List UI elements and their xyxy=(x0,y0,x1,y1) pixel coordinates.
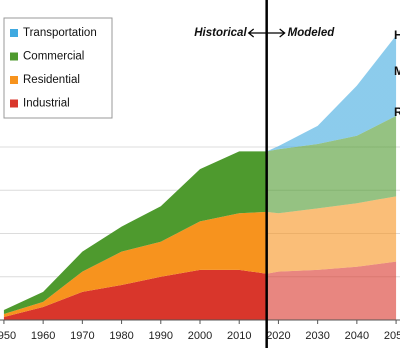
annotation: Historical xyxy=(194,27,247,39)
x-tick-label: 2020 xyxy=(266,330,290,342)
arrow xyxy=(247,28,286,38)
x-tick-label: 1990 xyxy=(149,330,173,342)
legend-label: Industrial xyxy=(23,98,70,110)
annotation: Modeled xyxy=(288,27,336,39)
legend-box xyxy=(3,17,113,119)
edge-label: H xyxy=(394,28,400,42)
x-tick-label: 2050 xyxy=(384,330,400,342)
legend-label: Transportation xyxy=(23,27,97,39)
legend-swatch xyxy=(10,76,18,84)
x-tick-label: 2040 xyxy=(345,330,369,342)
area-industrial xyxy=(3,261,397,320)
area-commercial xyxy=(3,115,397,314)
legend-swatch xyxy=(10,99,18,108)
edge-label: R xyxy=(394,105,400,119)
legend-swatch xyxy=(10,29,18,37)
edge-label: M xyxy=(394,64,400,78)
legend-swatch xyxy=(10,52,18,61)
legend-label: Residential xyxy=(23,74,80,86)
legend-label: Commercial xyxy=(23,51,84,63)
x-tick-label: 2030 xyxy=(305,330,329,342)
x-tick-label: 1970 xyxy=(70,330,94,342)
x-tick-label: 1960 xyxy=(31,330,55,342)
legend: Transportation Commercial Residential Indus… xyxy=(3,17,113,119)
x-tick-label: 2000 xyxy=(188,330,212,342)
x-tick-label: 1950 xyxy=(0,330,16,342)
x-tick-label: 1980 xyxy=(109,330,133,342)
area-residential xyxy=(3,196,397,317)
x-tick-label: 2010 xyxy=(227,330,251,342)
